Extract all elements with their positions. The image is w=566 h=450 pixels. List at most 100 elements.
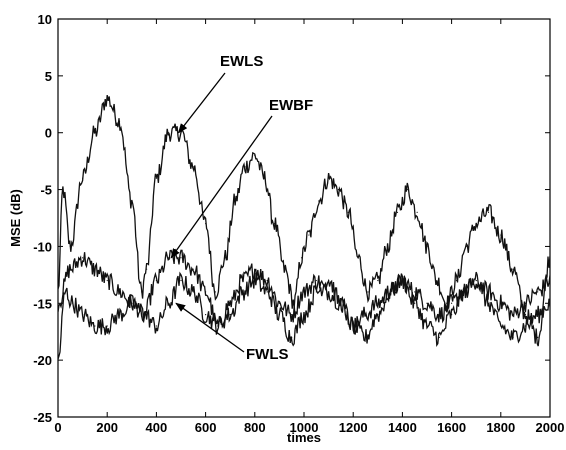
series-point-fwls xyxy=(143,314,145,316)
series-point-fwls xyxy=(377,314,379,316)
series-point-ewls xyxy=(283,268,285,270)
series-point-ewbf xyxy=(537,291,539,293)
series-point-fwls xyxy=(180,279,182,282)
series-point-ewbf xyxy=(168,257,170,259)
series-point-ewbf xyxy=(487,291,490,293)
series-point-ewls xyxy=(141,291,143,293)
series-point-ewls xyxy=(58,291,59,293)
series-point-ewls xyxy=(214,291,217,293)
y-axis-label: MSE (dB) xyxy=(8,189,23,247)
series-point-ewls xyxy=(308,234,310,236)
series-point-ewbf xyxy=(500,302,502,304)
series-point-ewls xyxy=(416,211,418,213)
series-point-fwls xyxy=(192,291,194,293)
plot-area-frame xyxy=(57,18,551,418)
x-tick-label: 0 xyxy=(54,420,61,435)
series-point-fwls xyxy=(229,314,231,316)
series-point-ewls xyxy=(500,234,502,236)
annotation-label-fwls: FWLS xyxy=(246,346,289,363)
annotation-label-ewbf: EWBF xyxy=(269,97,313,114)
series-point-fwls xyxy=(328,279,330,282)
series-point-ewls xyxy=(436,279,438,282)
series-point-ewbf xyxy=(377,302,379,304)
series-point-ewbf xyxy=(180,257,182,259)
series-point-fwls xyxy=(438,336,440,338)
series-point-ewls xyxy=(549,257,550,259)
series-point-fwls xyxy=(64,291,66,293)
series-point-ewbf xyxy=(69,268,71,270)
series-point-fwls xyxy=(205,314,207,316)
series-point-fwls xyxy=(266,291,268,293)
series-point-fwls xyxy=(118,314,121,316)
series-point-ewbf xyxy=(291,314,293,316)
series-point-ewls xyxy=(180,132,182,134)
x-axis-label: times xyxy=(287,430,321,445)
series-point-ewls xyxy=(106,98,108,100)
series-point-ewls xyxy=(446,302,448,304)
y-tick-label: -15 xyxy=(33,296,52,311)
series-point-ewbf xyxy=(524,302,527,304)
series-point-ewls xyxy=(131,200,133,202)
series-point-ewbf xyxy=(512,314,514,316)
series-point-fwls xyxy=(487,302,490,304)
series-point-ewbf xyxy=(241,279,244,282)
series-point-ewls xyxy=(69,245,71,248)
x-tick-label: 2000 xyxy=(536,420,565,435)
x-tick-label: 1000 xyxy=(290,420,319,435)
series-point-ewls xyxy=(465,245,467,248)
series-point-ewls xyxy=(406,188,408,191)
series-point-fwls xyxy=(131,302,133,304)
series-point-ewls xyxy=(318,200,320,202)
series-point-ewls xyxy=(224,257,226,259)
series-point-fwls xyxy=(364,336,367,338)
series-point-ewbf xyxy=(426,302,428,304)
series-point-ewls xyxy=(168,132,170,134)
series-point-ewls xyxy=(293,302,295,304)
series-point-ewbf xyxy=(414,291,416,293)
series-point-ewbf xyxy=(438,314,440,316)
series-point-ewbf xyxy=(315,279,317,282)
series-point-ewls xyxy=(94,132,96,134)
series-point-fwls xyxy=(451,314,453,316)
series-point-ewbf xyxy=(549,279,550,282)
series-point-fwls xyxy=(72,302,74,304)
series-point-fwls xyxy=(94,325,96,327)
series-point-ewls xyxy=(475,223,477,225)
y-tick-label: 10 xyxy=(38,12,52,27)
series-point-ewls xyxy=(234,200,236,202)
series-point-ewbf xyxy=(278,302,280,304)
series-point-fwls xyxy=(291,336,293,338)
series-point-fwls xyxy=(500,325,502,327)
series-point-ewls xyxy=(396,211,399,213)
series-point-ewls xyxy=(205,223,207,225)
series-point-ewls xyxy=(337,188,340,191)
series-point-ewls xyxy=(377,279,379,282)
series-point-ewls xyxy=(367,291,369,293)
series-point-ewbf xyxy=(155,279,157,282)
series-point-ewls xyxy=(455,279,458,282)
x-tick-label: 1600 xyxy=(437,420,466,435)
y-tick-label: -25 xyxy=(33,410,52,425)
series-point-ewls xyxy=(347,211,349,213)
series-point-fwls xyxy=(340,302,342,304)
series-group xyxy=(58,94,550,361)
y-tick-label: -20 xyxy=(33,353,52,368)
series-point-fwls xyxy=(524,325,527,327)
series-point-ewls xyxy=(357,257,359,259)
series-point-ewbf xyxy=(303,291,305,293)
series-point-fwls xyxy=(512,336,514,338)
x-tick-label: 1200 xyxy=(339,420,368,435)
series-point-ewls xyxy=(82,177,84,179)
series-point-fwls xyxy=(537,314,539,316)
series-point-ewls xyxy=(62,188,64,191)
series-point-ewbf xyxy=(328,291,330,293)
series-point-ewls xyxy=(328,177,330,179)
series-line-fwls xyxy=(58,271,550,360)
y-tick-label: -10 xyxy=(33,239,52,254)
series-point-fwls xyxy=(401,279,403,282)
series-point-fwls xyxy=(352,325,354,327)
series-point-ewbf xyxy=(254,268,256,270)
series-point-ewls xyxy=(264,177,266,179)
y-tick-label: -5 xyxy=(40,183,52,198)
series-point-ewbf xyxy=(451,302,453,304)
